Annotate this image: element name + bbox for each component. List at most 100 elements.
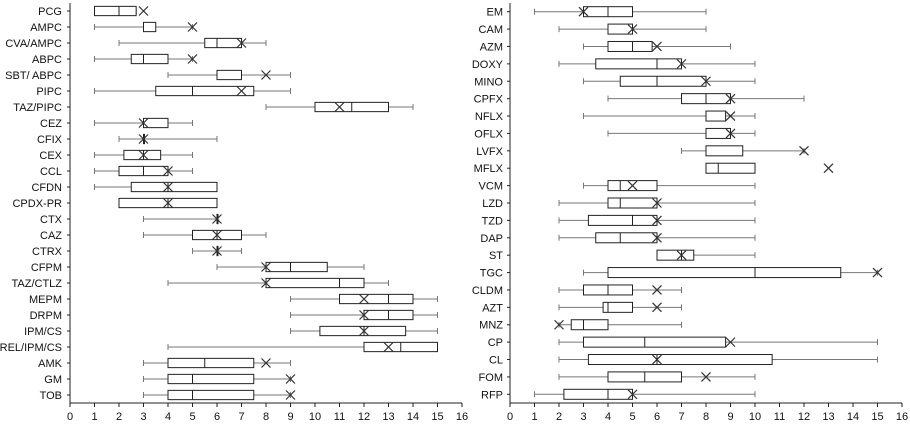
iqr-box: [570, 319, 609, 331]
box-plot-ccl: [94, 165, 193, 177]
mean-marker: [163, 182, 173, 192]
category-label: CEX: [39, 150, 62, 162]
iqr-box: [583, 336, 727, 348]
category-label: CVA/AMPC: [5, 38, 62, 50]
box-plot-azt: [558, 301, 682, 313]
box-plot-dap: [558, 232, 756, 244]
category-label: NFLX: [475, 111, 504, 123]
box-plot-cl: [558, 354, 878, 366]
box-plot-ctrx: [192, 245, 242, 257]
category-label: TZD: [482, 215, 503, 227]
box-plot-st: [656, 249, 756, 261]
box-plot-tzd: [558, 214, 756, 226]
mean-marker: [187, 54, 198, 64]
category-label: REL/IPM/CS: [0, 342, 62, 354]
x-tick-label: 11: [774, 411, 785, 423]
iqr-box: [167, 357, 255, 369]
iqr-box: [216, 69, 242, 81]
x-tick-label: 0: [507, 411, 513, 423]
category-label: LVFX: [476, 146, 503, 158]
mean-marker: [212, 214, 222, 224]
iqr-box: [595, 58, 682, 70]
left-box-plot-panel: 0 1 2 3 4 5 6 7 8 9 10 11 12 13 14 15 16PCGAMPCCVA/AMPCA…: [0, 3, 468, 423]
x-tick-label: 8: [263, 411, 269, 423]
x-tick-label: 4: [605, 411, 611, 423]
mean-marker: [261, 278, 271, 288]
category-label: FOM: [479, 372, 503, 384]
mean-marker: [359, 294, 369, 304]
mean-marker: [261, 358, 271, 368]
x-tick-label: 0: [67, 411, 73, 423]
box-plot-cam: [558, 23, 707, 35]
category-label: CFIX: [37, 134, 63, 146]
mean-marker: [236, 38, 247, 48]
mean-marker: [236, 86, 247, 96]
category-label: PIPC: [36, 86, 62, 98]
iqr-box: [705, 145, 744, 157]
iqr-box: [123, 149, 162, 161]
box-plot-doxy: [558, 58, 756, 70]
x-tick-label: 9: [287, 411, 293, 423]
x-tick-label: 1: [91, 411, 97, 423]
x-tick-label: 13: [822, 411, 834, 423]
iqr-box: [155, 85, 255, 97]
box-plot-ampc: [94, 21, 198, 33]
mean-marker: [138, 6, 149, 16]
iqr-box: [705, 110, 727, 122]
iqr-box: [265, 261, 328, 273]
mean-marker: [701, 371, 711, 382]
category-label: CAZ: [40, 230, 62, 242]
mean-marker: [627, 180, 638, 191]
mean-marker: [359, 326, 369, 336]
mean-marker: [652, 198, 662, 208]
category-label: CTX: [40, 214, 63, 226]
iqr-box: [167, 389, 255, 401]
box-plot-azm: [583, 40, 731, 52]
iqr-box: [265, 277, 365, 289]
iqr-box: [339, 293, 414, 305]
x-tick-label: 12: [358, 411, 370, 423]
mean-marker: [163, 198, 173, 208]
category-label: IPM/CS: [24, 326, 62, 338]
x-tick-label: 16: [456, 411, 468, 423]
iqr-box: [130, 181, 218, 193]
x-tick-label: 14: [847, 411, 859, 423]
mean-marker: [138, 118, 149, 128]
mean-marker: [676, 58, 687, 69]
box-plot-fom: [558, 371, 756, 383]
mean-marker: [187, 22, 198, 32]
mean-marker: [627, 24, 638, 35]
iqr-box: [595, 232, 658, 244]
x-tick-label: 2: [556, 411, 562, 423]
category-label: TOB: [40, 390, 62, 402]
box-plot-cva-ampc: [118, 37, 267, 49]
box-plot-tgc: [583, 267, 883, 279]
box-plot-pipc: [94, 85, 291, 97]
category-label: MFLX: [474, 163, 504, 175]
box-plot-rfp: [534, 388, 756, 400]
x-tick-label: 8: [703, 411, 709, 423]
mean-marker: [725, 111, 736, 121]
category-label: CAM: [479, 24, 503, 36]
category-label: DOXY: [472, 59, 504, 71]
box-plot-drpm: [290, 309, 438, 321]
mean-marker: [285, 390, 296, 400]
category-label: DRPM: [30, 310, 62, 322]
category-label: MEPM: [29, 294, 62, 306]
mean-marker: [701, 76, 711, 87]
mean-marker: [652, 354, 662, 365]
category-label: CFPM: [31, 262, 62, 274]
box-plot-lvfx: [681, 145, 809, 157]
iqr-box: [130, 53, 169, 65]
box-plot-gm: [143, 373, 296, 385]
x-tick-label: 6: [214, 411, 220, 423]
x-tick-label: 10: [309, 411, 321, 423]
category-label: CEZ: [40, 118, 62, 130]
box-plot-caz: [143, 229, 267, 241]
x-tick-label: 11: [334, 411, 345, 423]
box-plot-cpfx: [607, 93, 805, 105]
category-label: TAZ/CTLZ: [11, 278, 62, 290]
box-plot-cldm: [558, 284, 682, 296]
x-tick-label: 7: [238, 411, 244, 423]
